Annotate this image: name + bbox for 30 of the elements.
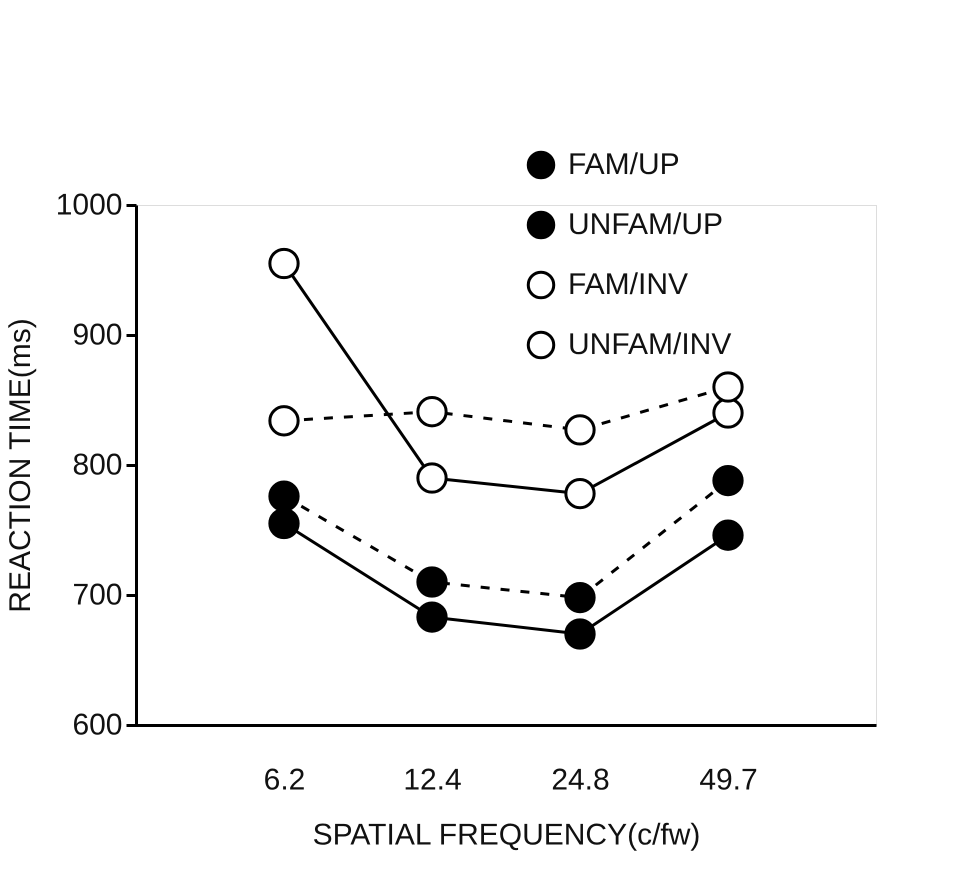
point xyxy=(416,601,448,633)
point xyxy=(712,371,744,403)
point xyxy=(416,462,448,494)
x-tick-label: 24.8 xyxy=(551,764,610,796)
y-tick-label: 900 xyxy=(72,318,122,352)
point xyxy=(564,582,596,614)
x-axis-title: SPATIAL FREQUENCY(c/fw) xyxy=(312,818,700,852)
point xyxy=(268,405,300,436)
point xyxy=(268,248,300,280)
x-tick-label: 49.7 xyxy=(699,764,758,796)
point xyxy=(416,396,448,428)
y-axis-title: REACTION TIME(ms) xyxy=(4,318,37,613)
x-tick-label: 6.2 xyxy=(264,764,306,796)
point xyxy=(712,520,744,551)
point xyxy=(564,478,596,510)
y-tick-label: 700 xyxy=(72,578,122,612)
point xyxy=(712,464,744,496)
y-tick-label: 600 xyxy=(72,708,122,742)
y-tick-label: 800 xyxy=(72,448,122,482)
legend-label: UNFAM/INV xyxy=(568,328,732,361)
legend-label: FAM/INV xyxy=(568,268,688,301)
y-tick-label: 1000 xyxy=(56,188,122,222)
point xyxy=(268,480,300,512)
legend-label: UNFAM/UP xyxy=(568,208,724,241)
legend-label: FAM/UP xyxy=(568,148,680,181)
point xyxy=(564,618,596,650)
point xyxy=(268,508,300,540)
x-tick-label: 12.4 xyxy=(403,764,462,796)
point xyxy=(564,414,596,446)
point xyxy=(416,566,448,598)
